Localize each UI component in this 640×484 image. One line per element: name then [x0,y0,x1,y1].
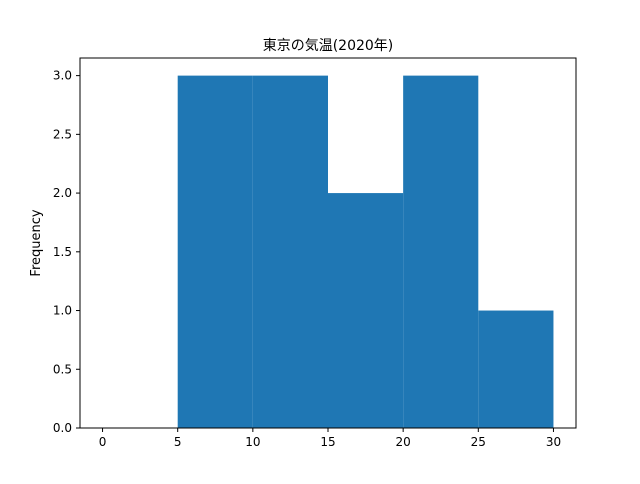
y-tick-label: 2.0 [53,186,72,200]
y-tick-label: 2.5 [53,127,72,141]
bars-group [177,75,554,428]
y-tick-label: 1.5 [53,245,72,259]
histogram-bar [478,310,554,428]
x-tick-label: 5 [174,435,182,449]
y-tick-label: 3.0 [53,69,72,83]
x-tick-label: 25 [471,435,486,449]
histogram-bar [403,75,479,428]
x-tick-label: 0 [99,435,107,449]
x-tick-label: 20 [396,435,411,449]
plot-frame [79,57,577,429]
y-tick-label: 1.0 [53,304,72,318]
y-tick-label: 0.5 [53,362,72,376]
y-axis-label: Frequency [29,209,44,276]
chart-title: 東京の気温(2020年) [263,38,394,54]
y-axis-ticks: 0.0 0.5 1.0 1.5 2.0 2.5 3.0 [53,69,80,435]
x-tick-label: 15 [320,435,335,449]
histogram-bar [252,75,328,428]
x-tick-label: 10 [245,435,260,449]
histogram-bar [328,193,404,428]
y-tick-label: 0.0 [53,421,72,435]
x-axis-ticks: 0 5 10 15 20 25 30 [99,428,561,449]
x-tick-label: 30 [546,435,561,449]
histogram-bar [177,75,253,428]
